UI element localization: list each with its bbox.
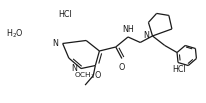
Text: O: O (118, 63, 124, 71)
Text: N: N (71, 64, 77, 73)
Text: OCH$_3$: OCH$_3$ (74, 71, 95, 81)
Text: N: N (143, 31, 149, 40)
Text: O: O (95, 71, 101, 80)
Text: HCl: HCl (57, 10, 71, 19)
Text: H$_2$O: H$_2$O (6, 27, 24, 40)
Text: HCl: HCl (171, 65, 185, 74)
Text: N: N (53, 39, 58, 48)
Text: NH: NH (122, 25, 133, 34)
